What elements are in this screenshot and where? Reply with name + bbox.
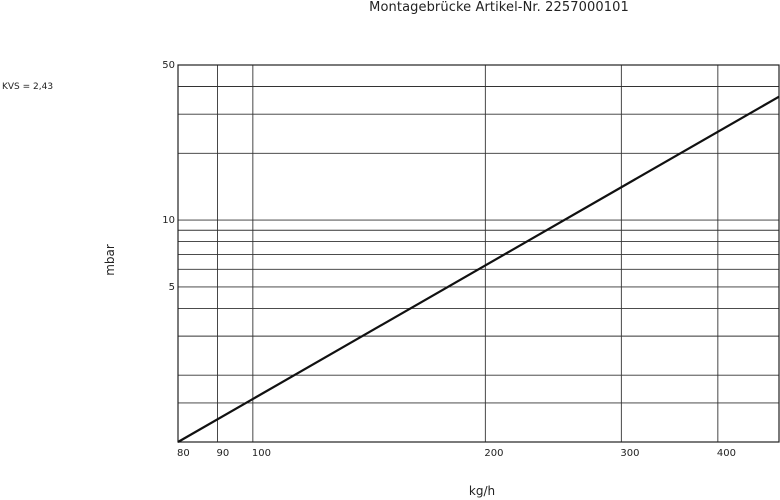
x-tick-label: 400 xyxy=(717,448,736,459)
y-tick-label: 50 xyxy=(162,60,175,71)
x-tick-label: 200 xyxy=(484,448,503,459)
x-tick-label: 90 xyxy=(217,448,230,459)
chart-title: Montagebrücke Artikel-Nr. 2257000101 xyxy=(369,0,629,15)
plot-frame xyxy=(177,64,780,443)
x-tick-label: 100 xyxy=(252,448,271,459)
y-tick-label: 5 xyxy=(169,282,175,293)
x-axis-label: kg/h xyxy=(468,484,496,498)
series-line xyxy=(177,95,780,443)
x-tick-label: 80 xyxy=(177,448,190,459)
y-tick-label: 10 xyxy=(162,215,175,226)
kvs-annotation: KVS = 2,43 xyxy=(2,82,54,92)
x-tick-label: 300 xyxy=(620,448,639,459)
